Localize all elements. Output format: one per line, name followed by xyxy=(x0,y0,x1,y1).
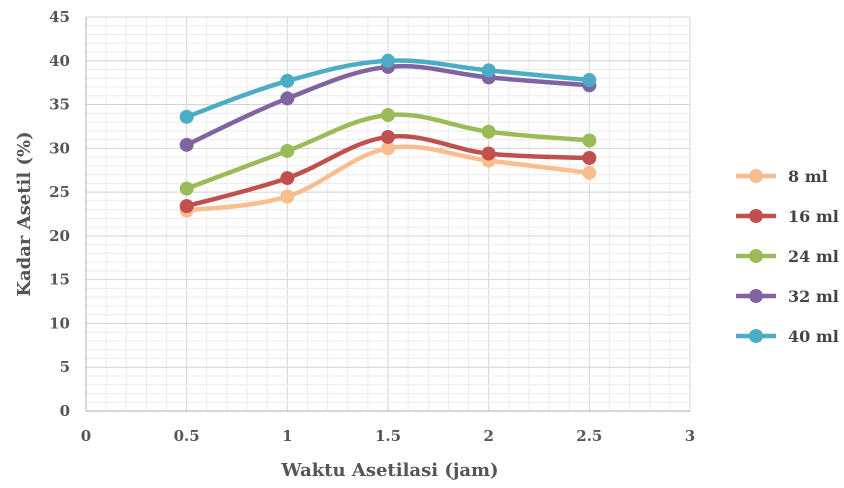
legend-swatch-marker xyxy=(749,289,763,303)
y-tick-label: 20 xyxy=(49,227,70,245)
y-tick-label: 30 xyxy=(49,139,70,157)
data-point xyxy=(582,150,597,165)
y-tick-label: 15 xyxy=(49,271,70,289)
data-point xyxy=(280,143,295,158)
data-point xyxy=(280,73,295,88)
chart-axes xyxy=(85,17,690,412)
data-point xyxy=(582,165,597,180)
legend-label: 16 ml xyxy=(788,207,839,226)
y-axis-title: Kadar Asetil (%) xyxy=(14,131,35,296)
series-40-ml xyxy=(179,53,597,124)
legend-label: 40 ml xyxy=(788,327,839,346)
data-point xyxy=(179,109,194,124)
y-tick-label: 0 xyxy=(60,402,70,420)
y-tick-label: 25 xyxy=(49,183,70,201)
x-tick-label: 1 xyxy=(282,427,292,445)
x-tick-label: 0 xyxy=(81,427,91,445)
legend-item: 40 ml xyxy=(736,327,839,346)
data-point xyxy=(582,73,597,88)
legend-swatch-marker xyxy=(749,169,763,183)
data-point xyxy=(280,189,295,204)
legend-item: 8 ml xyxy=(736,167,828,186)
y-tick-label: 35 xyxy=(49,96,70,114)
data-point xyxy=(381,53,395,68)
legend-label: 24 ml xyxy=(788,247,839,266)
legend-swatch-marker xyxy=(749,249,763,263)
x-axis-title: Waktu Asetilasi (jam) xyxy=(280,460,498,481)
data-point xyxy=(481,124,496,139)
data-point xyxy=(179,137,194,152)
x-tick-label: 0.5 xyxy=(174,427,200,445)
y-tick-label: 5 xyxy=(60,358,70,376)
data-point xyxy=(481,146,496,161)
data-point xyxy=(481,63,496,78)
y-tick-label: 45 xyxy=(49,8,70,26)
legend-label: 8 ml xyxy=(788,167,828,186)
y-tick-label: 40 xyxy=(49,52,70,70)
x-tick-label: 2 xyxy=(483,427,493,445)
legend-item: 32 ml xyxy=(736,287,839,306)
x-tick-label: 3 xyxy=(685,427,695,445)
chart-grid xyxy=(85,16,691,412)
data-point xyxy=(179,199,194,214)
data-point xyxy=(179,181,194,196)
y-tick-label: 10 xyxy=(49,314,70,332)
series-16-ml xyxy=(179,129,597,214)
legend-item: 24 ml xyxy=(736,247,839,266)
x-tick-label: 1.5 xyxy=(375,427,401,445)
chart-legend: 8 ml 16 ml 24 ml 32 ml 40 ml xyxy=(736,167,839,346)
data-point xyxy=(280,91,295,106)
legend-swatch-marker xyxy=(749,209,763,223)
data-point xyxy=(381,129,395,144)
legend-swatch-marker xyxy=(749,329,763,343)
data-point xyxy=(381,141,395,156)
legend-item: 16 ml xyxy=(736,207,839,226)
data-point xyxy=(381,108,395,123)
data-point xyxy=(582,133,597,148)
data-point xyxy=(280,171,295,186)
legend-label: 32 ml xyxy=(788,287,839,306)
chart-series xyxy=(179,53,597,218)
x-tick-label: 2.5 xyxy=(576,427,602,445)
series-24-ml xyxy=(179,108,597,196)
